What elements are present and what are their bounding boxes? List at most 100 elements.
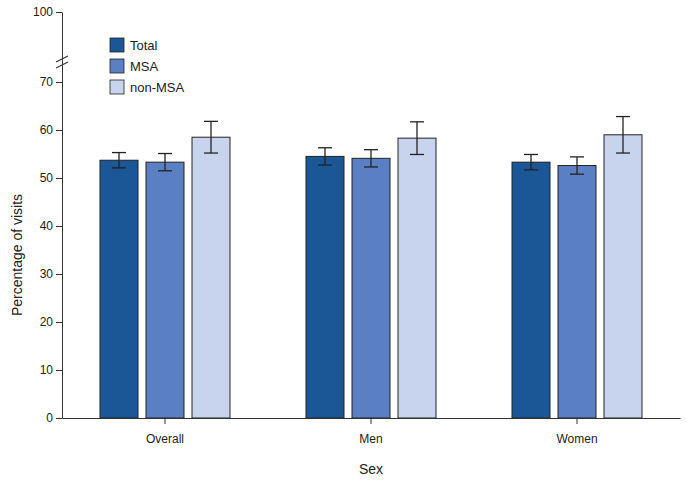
error-bar-line [370, 150, 371, 167]
y-axis-title: Percentage of visits [9, 194, 25, 316]
error-bar-cap [524, 169, 538, 170]
y-tick-label: 10 [40, 363, 54, 377]
y-tick-mark [56, 12, 62, 13]
y-tick: 60 [40, 123, 62, 137]
y-tick-mark [56, 418, 62, 419]
error-bar-cap [570, 156, 584, 157]
bar [192, 137, 230, 418]
legend-swatch [110, 80, 124, 94]
legend-label: MSA [130, 59, 159, 74]
legend: Total MSA non-MSA [110, 38, 185, 95]
error-bar-cap [158, 170, 172, 171]
y-tick-label: 100 [33, 5, 53, 19]
error-bar-cap [410, 154, 424, 155]
error-bar-cap [616, 116, 630, 117]
error-bar-line [622, 117, 623, 153]
x-tick-label: Men [359, 432, 382, 446]
y-tick: 20 [40, 315, 62, 329]
y-tick-label: 30 [40, 267, 54, 281]
bar [558, 166, 596, 418]
error-bar [570, 157, 584, 174]
y-tick-mark [56, 370, 62, 371]
bar [100, 160, 138, 418]
x-tick: Women [556, 418, 597, 446]
error-bar-cap [616, 152, 630, 153]
y-axis-line [62, 13, 63, 419]
x-axis: Overall Men Women [63, 418, 681, 446]
legend-swatch [110, 38, 124, 52]
y-tick: 0 [46, 411, 62, 425]
y-tick-label: 20 [40, 315, 54, 329]
error-bar-line [118, 153, 119, 168]
x-tick: Men [359, 418, 382, 446]
error-bar [204, 121, 218, 153]
y-tick-label: 40 [40, 219, 54, 233]
plot: 0 10 20 30 40 50 60 70 100 Overall Men Women [33, 5, 681, 445]
error-bar-cap [410, 121, 424, 122]
error-bar-cap [318, 147, 332, 148]
y-tick-label: 60 [40, 123, 54, 137]
y-tick-mark [56, 322, 62, 323]
y-tick: 100 [33, 5, 62, 19]
y-tick: 50 [40, 171, 62, 185]
x-tick-mark [577, 418, 578, 424]
y-tick-label: 0 [46, 411, 53, 425]
error-bar-cap [570, 174, 584, 175]
error-bar-cap [318, 164, 332, 165]
y-tick-mark [56, 274, 62, 275]
error-bar-cap [364, 149, 378, 150]
error-bar [318, 148, 332, 165]
error-bar-line [530, 154, 531, 169]
chart: 0 10 20 30 40 50 60 70 100 Overall Men Women Sex Perc… [0, 0, 687, 485]
error-bar-cap [158, 153, 172, 154]
error-bar-cap [204, 152, 218, 153]
y-axis: 0 10 20 30 40 50 60 70 100 [33, 5, 63, 425]
error-bar-line [210, 121, 211, 153]
bars [100, 117, 642, 418]
y-tick-label: 50 [40, 171, 54, 185]
bar [512, 162, 550, 418]
error-bar-cap [364, 166, 378, 167]
legend-label: Total [130, 38, 158, 53]
error-bar-cap [524, 154, 538, 155]
bar [146, 162, 184, 418]
y-tick-mark [56, 82, 62, 83]
bar [306, 156, 344, 418]
bar [398, 138, 436, 418]
bar [604, 135, 642, 418]
error-bar [616, 117, 630, 153]
y-tick: 30 [40, 267, 62, 281]
bar [352, 158, 390, 418]
error-bar [410, 122, 424, 155]
y-tick: 70 [40, 75, 62, 89]
x-tick: Overall [146, 418, 184, 446]
error-bar [112, 153, 126, 168]
error-bar-cap [204, 121, 218, 122]
error-bar [158, 154, 172, 171]
error-bar-cap [112, 152, 126, 153]
error-bar [364, 150, 378, 167]
error-bar-cap [112, 167, 126, 168]
legend-item: MSA [110, 59, 159, 74]
error-bar-line [416, 122, 417, 155]
x-tick-label: Overall [146, 432, 184, 446]
error-bar-line [576, 157, 577, 174]
y-tick: 40 [40, 219, 62, 233]
y-tick-label: 70 [40, 75, 54, 89]
x-tick-mark [165, 418, 166, 424]
error-bar [524, 154, 538, 169]
x-tick-mark [371, 418, 372, 424]
x-tick-label: Women [556, 432, 597, 446]
legend-item: Total [110, 38, 158, 53]
y-tick-mark [56, 130, 62, 131]
axis-break [56, 56, 68, 62]
y-tick: 10 [40, 363, 62, 377]
y-tick-mark [56, 178, 62, 179]
y-tick-mark [56, 226, 62, 227]
error-bar-line [324, 148, 325, 165]
error-bar-line [164, 154, 165, 171]
legend-label: non-MSA [130, 80, 185, 95]
x-axis-title: Sex [359, 461, 383, 477]
axis-break [56, 62, 68, 68]
legend-item: non-MSA [110, 80, 185, 95]
